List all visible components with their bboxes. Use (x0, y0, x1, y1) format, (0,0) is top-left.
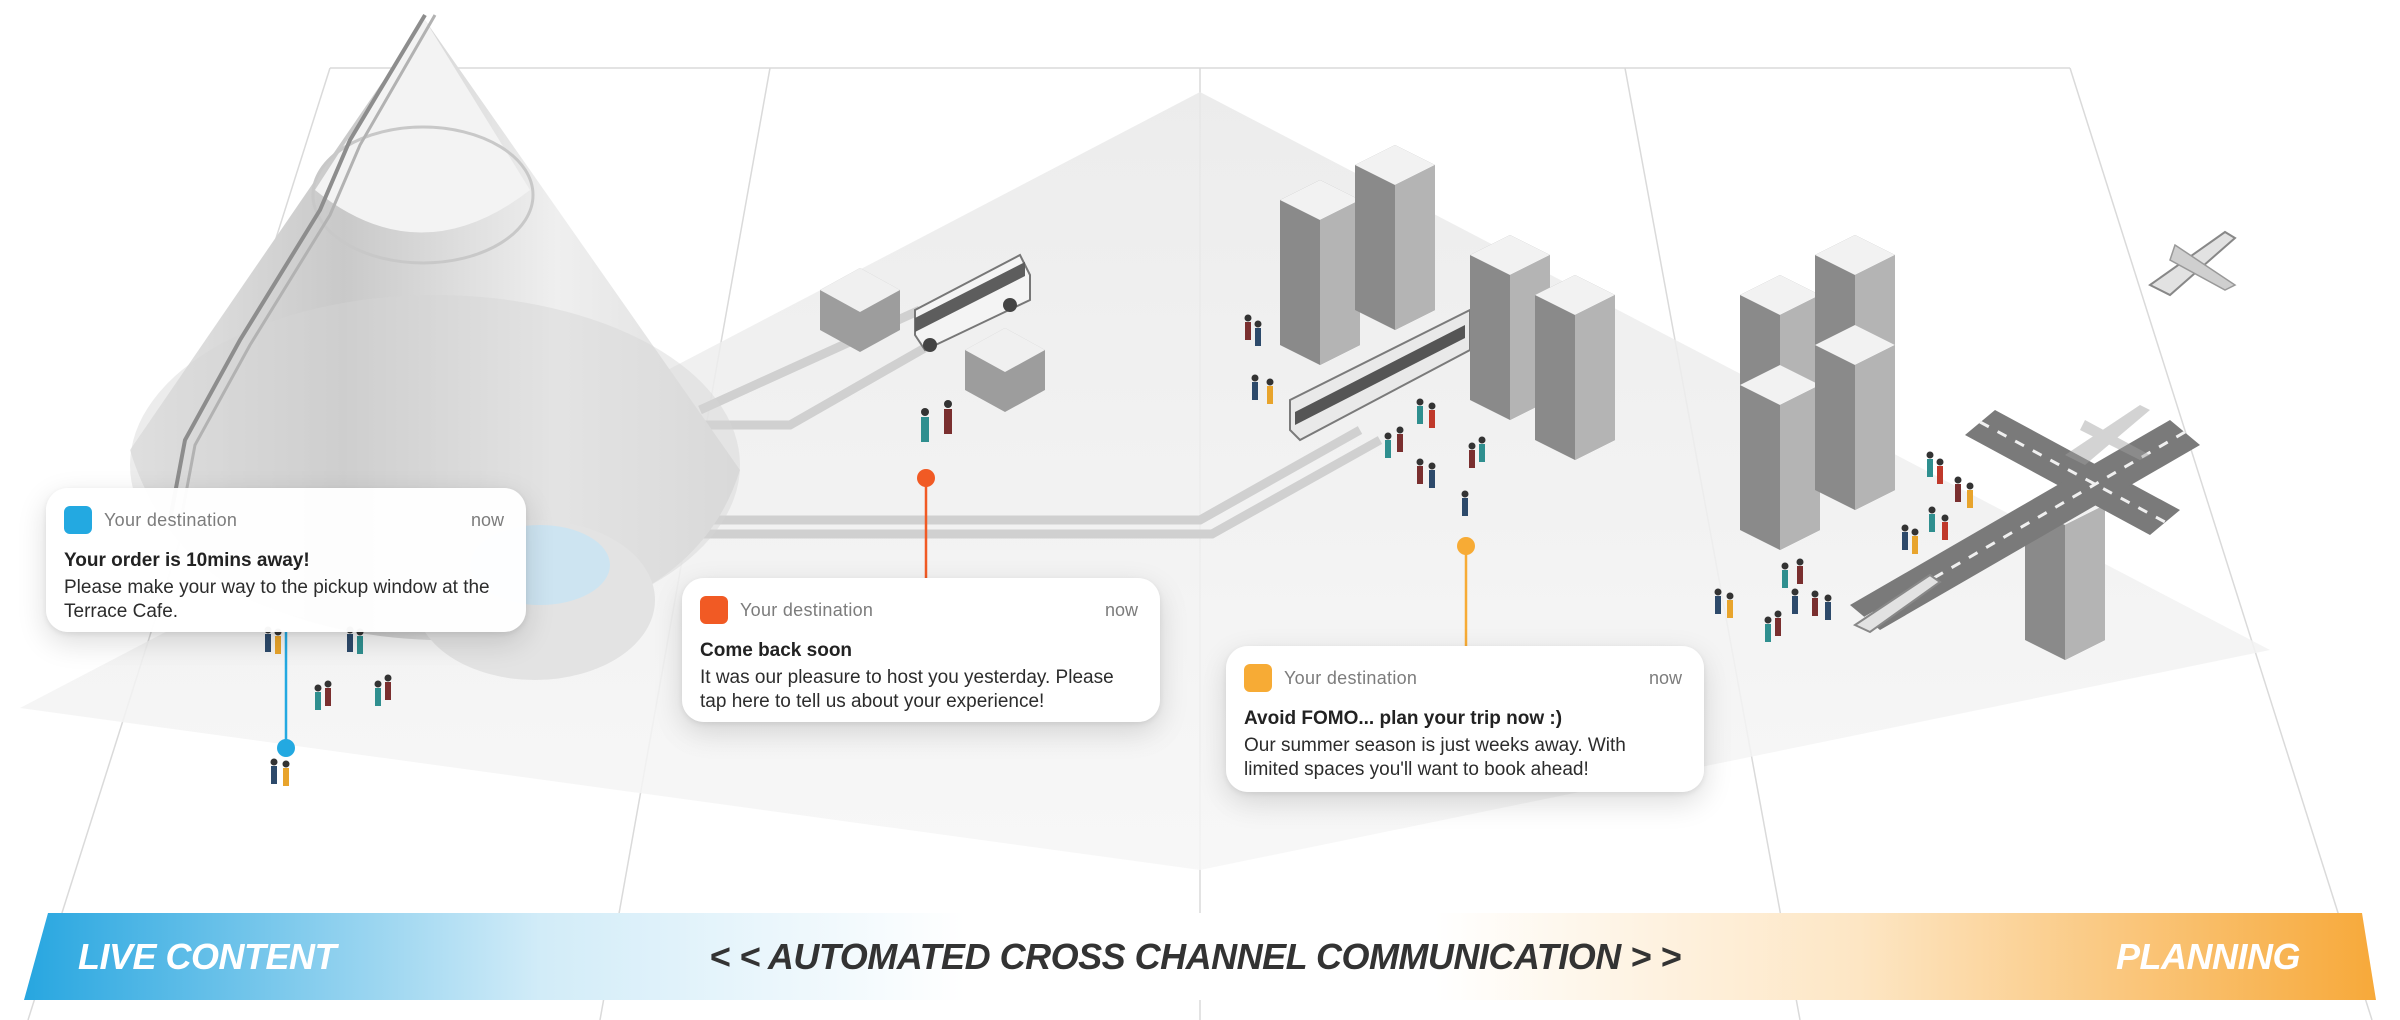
person (1926, 451, 1934, 477)
notification-title: Come back soon (700, 640, 853, 661)
person (1478, 436, 1486, 462)
person (374, 680, 382, 706)
person (324, 680, 332, 706)
person (314, 684, 322, 710)
app-name: Your destination (740, 600, 874, 620)
app-icon (700, 596, 728, 624)
person (1726, 592, 1734, 618)
person (1396, 426, 1404, 452)
notification-card-live[interactable]: Your destination now Your order is 10min… (46, 488, 526, 632)
connector-planning (1457, 537, 1475, 646)
person (1468, 442, 1476, 468)
person (1714, 588, 1722, 614)
person (1244, 314, 1252, 340)
person (1936, 458, 1944, 484)
app-icon (64, 506, 92, 534)
person (282, 760, 290, 786)
person (921, 408, 929, 442)
notification-header: Your destination now (700, 596, 1138, 626)
person (1796, 558, 1804, 584)
notification-card-planning[interactable]: Your destination now Avoid FOMO... plan … (1226, 646, 1704, 792)
runway (1850, 410, 2200, 630)
apartment-buildings (1280, 145, 2105, 660)
person (1901, 524, 1909, 550)
building (1740, 365, 1820, 550)
notification-title: Avoid FOMO... plan your trip now :) (1244, 708, 1563, 729)
person (1416, 458, 1424, 484)
person (1791, 588, 1799, 614)
airplane-shadow (2065, 405, 2150, 465)
bus-and-houses (820, 253, 1045, 412)
person (1254, 320, 1262, 346)
notification-header: Your destination now (1244, 664, 1682, 694)
building (1535, 275, 1615, 460)
person (1416, 398, 1424, 424)
notification-time: now (1648, 668, 1682, 688)
notification-body: Our summer season is just weeks away. Wi… (1244, 735, 1626, 780)
notification-time: now (1104, 600, 1138, 620)
person (1266, 378, 1274, 404)
app-name: Your destination (104, 510, 238, 530)
person (1911, 528, 1919, 554)
connector-mid (917, 469, 935, 578)
banner-label-live: LIVE CONTENT (78, 936, 337, 977)
person (1811, 590, 1819, 616)
banner-label-planning: PLANNING (2116, 936, 2301, 977)
airplane (2148, 230, 2237, 297)
banner-gradient (24, 913, 2376, 1000)
building (1815, 325, 1895, 510)
banner-label-center: < < AUTOMATED CROSS CHANNEL COMMUNICATIO… (709, 936, 1681, 977)
notification-body: It was our pleasure to host you yesterda… (700, 667, 1114, 712)
notification-time: now (470, 510, 504, 530)
person (944, 400, 952, 434)
people (264, 314, 1974, 786)
person (384, 674, 392, 700)
person (1764, 616, 1772, 642)
person (1428, 462, 1436, 488)
app-name: Your destination (1284, 668, 1418, 688)
person (1954, 476, 1962, 502)
person (270, 758, 278, 784)
notification-card-mid[interactable]: Your destination now Come back soon It w… (682, 578, 1160, 722)
person (1781, 562, 1789, 588)
ground-plane (20, 92, 2270, 870)
person (356, 628, 364, 654)
person (1384, 432, 1392, 458)
connector-live (277, 632, 295, 757)
notification-body: Please make your way to the pickup windo… (64, 577, 490, 622)
app-icon (1244, 664, 1272, 692)
person (1461, 490, 1469, 516)
notification-header: Your destination now (64, 506, 504, 536)
building (1355, 145, 1435, 330)
person (1928, 506, 1936, 532)
airplane-landed (1852, 573, 1942, 634)
building (1280, 180, 1360, 365)
person (1251, 374, 1259, 400)
person (1774, 610, 1782, 636)
notification-title: Your order is 10mins away! (64, 550, 310, 571)
person (1966, 482, 1974, 508)
person (274, 628, 282, 654)
person (1824, 594, 1832, 620)
person (1941, 514, 1949, 540)
person (1428, 402, 1436, 428)
bus (914, 253, 1031, 352)
